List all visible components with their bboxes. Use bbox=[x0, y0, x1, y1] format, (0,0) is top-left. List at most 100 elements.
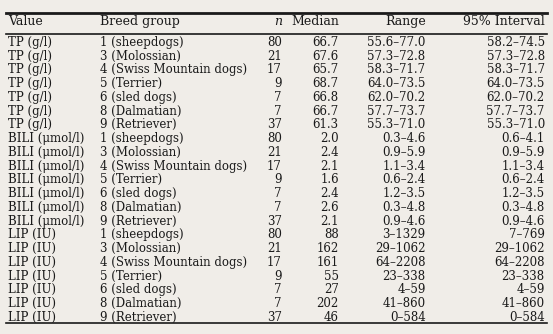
Text: 2.4: 2.4 bbox=[320, 146, 339, 159]
Text: 23–338: 23–338 bbox=[383, 270, 426, 283]
Text: LIP (IU): LIP (IU) bbox=[8, 283, 56, 296]
Text: 55: 55 bbox=[324, 270, 339, 283]
Text: 0.3–4.6: 0.3–4.6 bbox=[382, 132, 426, 145]
Text: 62.0–70.2: 62.0–70.2 bbox=[487, 91, 545, 104]
Text: 7: 7 bbox=[274, 187, 282, 200]
Text: 64.0–73.5: 64.0–73.5 bbox=[487, 77, 545, 90]
Text: 37: 37 bbox=[267, 215, 282, 228]
Text: TP (g/l): TP (g/l) bbox=[8, 77, 52, 90]
Text: 3–1329: 3–1329 bbox=[383, 228, 426, 241]
Text: 65.7: 65.7 bbox=[312, 63, 339, 76]
Text: 4 (Swiss Mountain dogs): 4 (Swiss Mountain dogs) bbox=[101, 160, 248, 173]
Text: 3 (Molossian): 3 (Molossian) bbox=[101, 146, 181, 159]
Text: LIP (IU): LIP (IU) bbox=[8, 311, 56, 324]
Text: 4–59: 4–59 bbox=[517, 283, 545, 296]
Text: TP (g/l): TP (g/l) bbox=[8, 118, 52, 131]
Text: 8 (Dalmatian): 8 (Dalmatian) bbox=[101, 297, 182, 310]
Text: 0.9–4.6: 0.9–4.6 bbox=[502, 215, 545, 228]
Text: 3 (Molossian): 3 (Molossian) bbox=[101, 242, 181, 255]
Text: 64–2208: 64–2208 bbox=[375, 256, 426, 269]
Text: BILI (μmol/l): BILI (μmol/l) bbox=[8, 215, 85, 228]
Text: 202: 202 bbox=[316, 297, 339, 310]
Text: 80: 80 bbox=[267, 36, 282, 49]
Text: 55.3–71.0: 55.3–71.0 bbox=[487, 118, 545, 131]
Text: 7: 7 bbox=[274, 201, 282, 214]
Text: 4 (Swiss Mountain dogs): 4 (Swiss Mountain dogs) bbox=[101, 63, 248, 76]
Text: 9: 9 bbox=[274, 270, 282, 283]
Text: 1.6: 1.6 bbox=[320, 173, 339, 186]
Text: 61.3: 61.3 bbox=[312, 118, 339, 131]
Text: 95% Interval: 95% Interval bbox=[463, 15, 545, 28]
Text: 55.6–77.0: 55.6–77.0 bbox=[367, 36, 426, 49]
Text: 29–1062: 29–1062 bbox=[494, 242, 545, 255]
Text: 57.7–73.7: 57.7–73.7 bbox=[487, 105, 545, 118]
Text: 9: 9 bbox=[274, 173, 282, 186]
Text: 46: 46 bbox=[324, 311, 339, 324]
Text: 7: 7 bbox=[274, 105, 282, 118]
Text: 1.2–3.5: 1.2–3.5 bbox=[383, 187, 426, 200]
Text: 17: 17 bbox=[267, 256, 282, 269]
Text: BILI (μmol/l): BILI (μmol/l) bbox=[8, 201, 85, 214]
Text: BILI (μmol/l): BILI (μmol/l) bbox=[8, 160, 85, 173]
Text: 0.3–4.8: 0.3–4.8 bbox=[502, 201, 545, 214]
Text: 17: 17 bbox=[267, 160, 282, 173]
Text: 37: 37 bbox=[267, 311, 282, 324]
Text: 7–769: 7–769 bbox=[509, 228, 545, 241]
Text: 9 (Retriever): 9 (Retriever) bbox=[101, 311, 177, 324]
Text: BILI (μmol/l): BILI (μmol/l) bbox=[8, 173, 85, 186]
Text: 57.3–72.8: 57.3–72.8 bbox=[487, 50, 545, 63]
Text: 0.3–4.8: 0.3–4.8 bbox=[382, 201, 426, 214]
Text: 8 (Dalmatian): 8 (Dalmatian) bbox=[101, 201, 182, 214]
Text: 88: 88 bbox=[324, 228, 339, 241]
Text: 5 (Terrier): 5 (Terrier) bbox=[101, 173, 163, 186]
Text: 6 (sled dogs): 6 (sled dogs) bbox=[101, 91, 177, 104]
Text: 1 (sheepdogs): 1 (sheepdogs) bbox=[101, 132, 184, 145]
Text: 57.7–73.7: 57.7–73.7 bbox=[367, 105, 426, 118]
Text: 0.6–2.4: 0.6–2.4 bbox=[382, 173, 426, 186]
Text: BILI (μmol/l): BILI (μmol/l) bbox=[8, 132, 85, 145]
Text: BILI (μmol/l): BILI (μmol/l) bbox=[8, 146, 85, 159]
Text: Range: Range bbox=[385, 15, 426, 28]
Text: 23–338: 23–338 bbox=[502, 270, 545, 283]
Text: 62.0–70.2: 62.0–70.2 bbox=[367, 91, 426, 104]
Text: 64–2208: 64–2208 bbox=[494, 256, 545, 269]
Text: 0–584: 0–584 bbox=[390, 311, 426, 324]
Text: 58.2–74.5: 58.2–74.5 bbox=[487, 36, 545, 49]
Text: 2.6: 2.6 bbox=[320, 201, 339, 214]
Text: 66.7: 66.7 bbox=[312, 105, 339, 118]
Text: TP (g/l): TP (g/l) bbox=[8, 91, 52, 104]
Text: 7: 7 bbox=[274, 91, 282, 104]
Text: 0.9–5.9: 0.9–5.9 bbox=[382, 146, 426, 159]
Text: 9 (Retriever): 9 (Retriever) bbox=[101, 215, 177, 228]
Text: LIP (IU): LIP (IU) bbox=[8, 228, 56, 241]
Text: 1 (sheepdogs): 1 (sheepdogs) bbox=[101, 36, 184, 49]
Text: 0.6–4.1: 0.6–4.1 bbox=[502, 132, 545, 145]
Text: 0.9–5.9: 0.9–5.9 bbox=[502, 146, 545, 159]
Text: 1.1–3.4: 1.1–3.4 bbox=[502, 160, 545, 173]
Text: 37: 37 bbox=[267, 118, 282, 131]
Text: 9 (Retriever): 9 (Retriever) bbox=[101, 118, 177, 131]
Text: 9: 9 bbox=[274, 77, 282, 90]
Text: TP (g/l): TP (g/l) bbox=[8, 63, 52, 76]
Text: 161: 161 bbox=[316, 256, 339, 269]
Text: 64.0–73.5: 64.0–73.5 bbox=[367, 77, 426, 90]
Text: 8 (Dalmatian): 8 (Dalmatian) bbox=[101, 105, 182, 118]
Text: LIP (IU): LIP (IU) bbox=[8, 270, 56, 283]
Text: LIP (IU): LIP (IU) bbox=[8, 297, 56, 310]
Text: 57.3–72.8: 57.3–72.8 bbox=[367, 50, 426, 63]
Text: Breed group: Breed group bbox=[101, 15, 180, 28]
Text: 2.0: 2.0 bbox=[320, 132, 339, 145]
Text: 4 (Swiss Mountain dogs): 4 (Swiss Mountain dogs) bbox=[101, 256, 248, 269]
Text: 21: 21 bbox=[267, 50, 282, 63]
Text: 58.3–71.7: 58.3–71.7 bbox=[367, 63, 426, 76]
Text: 6 (sled dogs): 6 (sled dogs) bbox=[101, 187, 177, 200]
Text: 27: 27 bbox=[324, 283, 339, 296]
Text: n: n bbox=[274, 15, 282, 28]
Text: 66.7: 66.7 bbox=[312, 36, 339, 49]
Text: LIP (IU): LIP (IU) bbox=[8, 256, 56, 269]
Text: 68.7: 68.7 bbox=[312, 77, 339, 90]
Text: TP (g/l): TP (g/l) bbox=[8, 36, 52, 49]
Text: 80: 80 bbox=[267, 132, 282, 145]
Text: 55.3–71.0: 55.3–71.0 bbox=[367, 118, 426, 131]
Text: 2.1: 2.1 bbox=[320, 215, 339, 228]
